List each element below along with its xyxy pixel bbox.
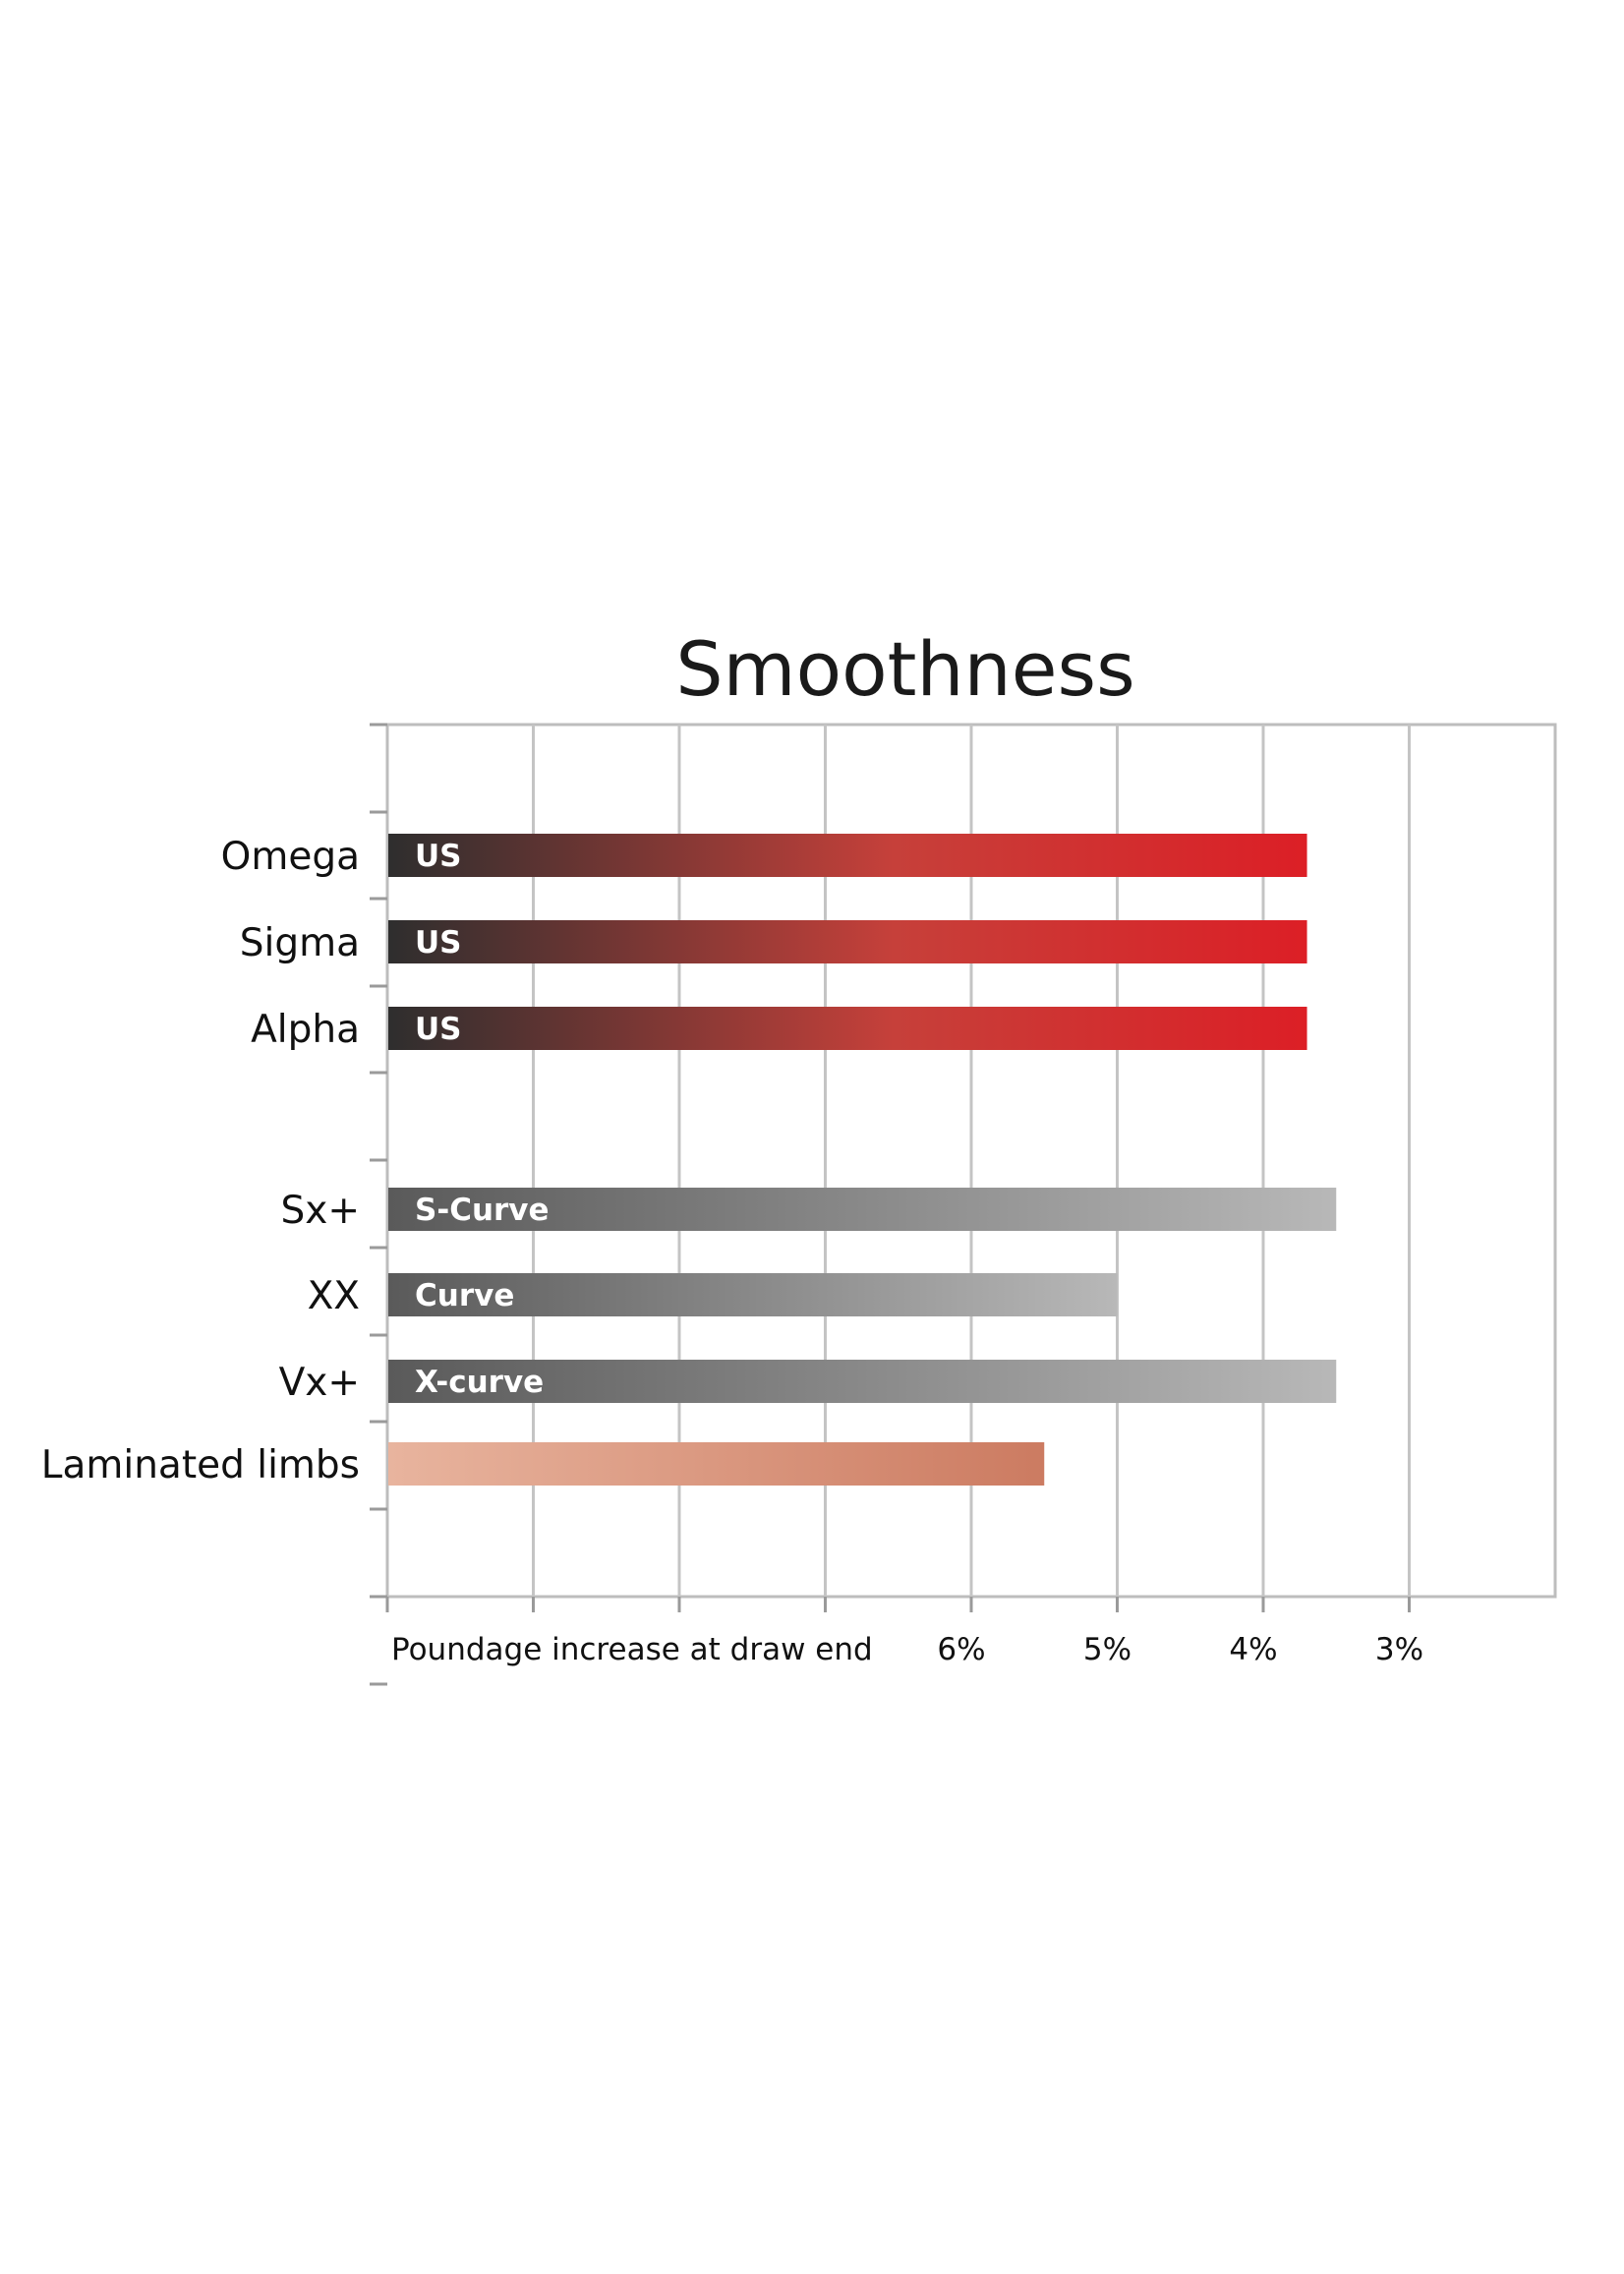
category-label: Sx+ <box>280 1189 360 1233</box>
bar-sigma <box>388 920 1307 963</box>
x-axis-label: Poundage increase at draw end <box>391 1632 873 1667</box>
bar-label: X-curve <box>415 1365 544 1400</box>
x-tick-label: 6% <box>937 1632 985 1667</box>
bar-sx <box>388 1188 1337 1231</box>
category-label: Sigma <box>240 921 360 965</box>
bar-omega <box>388 834 1307 877</box>
category-label: Vx+ <box>279 1361 360 1405</box>
x-tick-label: 4% <box>1229 1632 1277 1667</box>
x-tick-label: 5% <box>1083 1632 1131 1667</box>
bar-laminated-limbs <box>388 1442 1045 1486</box>
bars: US US US S-Curve Curve X-curve <box>388 834 1337 1486</box>
bar-label: Curve <box>415 1278 514 1313</box>
category-labels: Omega Sigma Alpha Sx+ XX Vx+ Laminated limbs <box>41 835 360 1487</box>
category-label: Omega <box>221 835 360 879</box>
bar-xx <box>388 1273 1118 1316</box>
bar-label: US <box>415 925 462 961</box>
chart-title: Smoothness <box>675 625 1134 713</box>
bar-vx <box>388 1360 1337 1403</box>
category-label: XX <box>308 1274 360 1318</box>
bar-label: US <box>415 1012 462 1047</box>
bar-label: S-Curve <box>415 1193 550 1228</box>
bar-label: US <box>415 839 462 874</box>
x-axis: Poundage increase at draw end 6% 5% 4% 3% <box>391 1632 1423 1667</box>
category-label: Laminated limbs <box>41 1443 360 1487</box>
bar-alpha <box>388 1007 1307 1050</box>
x-tick-label: 3% <box>1375 1632 1423 1667</box>
category-label: Alpha <box>251 1008 360 1052</box>
